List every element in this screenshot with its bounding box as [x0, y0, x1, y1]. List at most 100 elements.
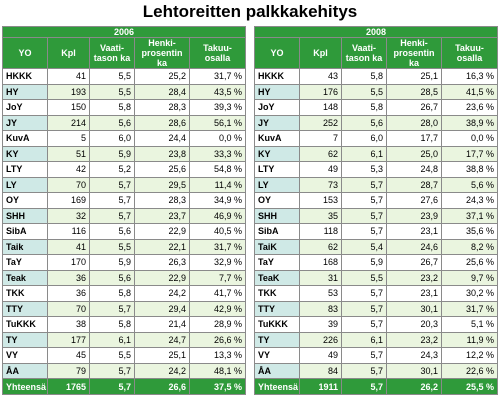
value-cell: 41	[47, 238, 90, 255]
value-cell: 28,9 %	[189, 316, 246, 333]
university-cell: SibA	[2, 223, 48, 240]
value-cell: 5,7	[341, 285, 387, 302]
value-cell: 39,3 %	[189, 99, 246, 116]
total-row: Yhteensä 1765 5,7 26,6 37,5 %	[2, 378, 246, 395]
value-cell: 13,3 %	[189, 347, 246, 364]
data-row: VY 49 5,7 24,3 12,2 %	[254, 347, 498, 364]
value-cell: 45	[47, 347, 90, 364]
value-cell: 28,5	[386, 83, 442, 100]
total-cell: 5,7	[341, 378, 387, 395]
value-cell: 38,8 %	[441, 161, 498, 178]
value-cell: 6,0	[89, 130, 135, 147]
value-cell: 7	[299, 130, 342, 147]
data-row: VY 45 5,5 25,1 13,3 %	[2, 347, 246, 364]
value-cell: 12,2 %	[441, 347, 498, 364]
university-cell: TTY	[2, 300, 48, 317]
value-cell: 28,7	[386, 176, 442, 193]
university-cell: TY	[2, 331, 48, 348]
value-cell: 31,7 %	[189, 68, 246, 85]
total-cell: 5,7	[89, 378, 135, 395]
value-cell: 5,8	[89, 99, 135, 116]
university-cell: TaiK	[254, 238, 300, 255]
value-cell: 5,6 %	[441, 176, 498, 193]
value-cell: 23,9	[386, 207, 442, 224]
university-cell: TaY	[2, 254, 48, 271]
university-cell: TY	[254, 331, 300, 348]
value-cell: 168	[299, 254, 342, 271]
data-row: JY 252 5,6 28,0 38,9 %	[254, 114, 498, 131]
value-cell: 38,9 %	[441, 114, 498, 131]
value-cell: 27,6	[386, 192, 442, 209]
total-cell: 37,5 %	[189, 378, 246, 395]
value-cell: 170	[47, 254, 90, 271]
total-cell: Yhteensä	[2, 378, 48, 395]
value-cell: 5,5	[89, 83, 135, 100]
value-cell: 24,3 %	[441, 192, 498, 209]
data-row: JoY 150 5,8 28,3 39,3 %	[2, 99, 246, 116]
value-cell: 34,9 %	[189, 192, 246, 209]
value-cell: 39	[299, 316, 342, 333]
value-cell: 0,0 %	[189, 130, 246, 147]
header-row: YO Kpl Vaati-tason ka Henki-prosentin ka Tak…	[2, 37, 246, 69]
value-cell: 5,2	[89, 161, 135, 178]
value-cell: 6,1	[341, 145, 387, 162]
value-cell: 28,0	[386, 114, 442, 131]
value-cell: 70	[47, 176, 90, 193]
value-cell: 5,6	[89, 269, 135, 286]
value-cell: 46,9 %	[189, 207, 246, 224]
value-cell: 26,7	[386, 99, 442, 116]
value-cell: 24,4	[134, 130, 190, 147]
university-cell: KuvA	[2, 130, 48, 147]
value-cell: 31,7 %	[441, 300, 498, 317]
header-row: YO Kpl Vaati-tason ka Henki-prosentin ka Tak…	[254, 37, 498, 69]
university-cell: TuKKK	[254, 316, 300, 333]
value-cell: 22,9	[134, 223, 190, 240]
value-cell: 23,2	[386, 269, 442, 286]
value-cell: 24,2	[134, 285, 190, 302]
value-cell: 36	[47, 269, 90, 286]
value-cell: 24,3	[386, 347, 442, 364]
value-cell: 79	[47, 362, 90, 379]
value-cell: 43	[299, 68, 342, 85]
value-cell: 84	[299, 362, 342, 379]
value-cell: 49	[299, 161, 342, 178]
year-header: 2008	[254, 26, 498, 38]
data-row: KY 51 5,9 23,8 33,3 %	[2, 145, 246, 162]
value-cell: 24,2	[134, 362, 190, 379]
value-cell: 5,7	[341, 207, 387, 224]
data-row: LTY 42 5,2 25,6 54,8 %	[2, 161, 246, 178]
value-cell: 5,7	[341, 347, 387, 364]
value-cell: 5,7	[341, 176, 387, 193]
value-cell: 193	[47, 83, 90, 100]
value-cell: 5,5	[341, 269, 387, 286]
value-cell: 40,5 %	[189, 223, 246, 240]
value-cell: 23,8	[134, 145, 190, 162]
value-cell: 31	[299, 269, 342, 286]
value-cell: 70	[47, 300, 90, 317]
university-cell: ÅA	[2, 362, 48, 379]
data-row: LY 70 5,7 29,5 11,4 %	[2, 176, 246, 193]
data-row: KuvA 7 6,0 17,7 0,0 %	[254, 130, 498, 147]
value-cell: 53	[299, 285, 342, 302]
data-row: TKK 53 5,7 23,1 30,2 %	[254, 285, 498, 302]
data-row: HKKK 41 5,5 25,2 31,7 %	[2, 68, 246, 85]
value-cell: 28,4	[134, 83, 190, 100]
data-row: OY 169 5,7 28,3 34,9 %	[2, 192, 246, 209]
value-cell: 5,9	[89, 145, 135, 162]
value-cell: 62	[299, 145, 342, 162]
value-cell: 5,4	[341, 238, 387, 255]
value-cell: 26,3	[134, 254, 190, 271]
value-cell: 43,5 %	[189, 83, 246, 100]
value-cell: 252	[299, 114, 342, 131]
data-row: SHH 32 5,7 23,7 46,9 %	[2, 207, 246, 224]
value-cell: 73	[299, 176, 342, 193]
value-cell: 62	[299, 238, 342, 255]
value-cell: 41	[47, 68, 90, 85]
column-header: Vaati-tason ka	[341, 37, 387, 69]
value-cell: 6,1	[341, 331, 387, 348]
university-cell: TuKKK	[2, 316, 48, 333]
value-cell: 21,4	[134, 316, 190, 333]
value-cell: 9,7 %	[441, 269, 498, 286]
value-cell: 25,6 %	[441, 254, 498, 271]
total-cell: 1765	[47, 378, 90, 395]
